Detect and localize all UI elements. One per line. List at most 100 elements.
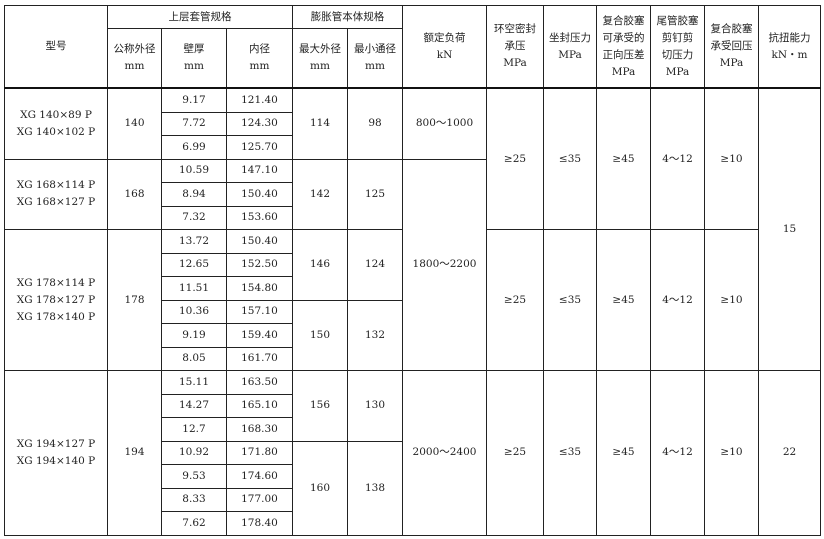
- cell-max-od: 150: [292, 299, 349, 371]
- cell-max-od: 160: [292, 440, 349, 536]
- cell-id: 163.50: [225, 370, 294, 395]
- cell-wall: 12.7: [161, 417, 227, 442]
- cell-od: 194: [107, 370, 162, 536]
- cell-forward: ≥45: [596, 370, 652, 536]
- cell-id: 150.40: [225, 229, 294, 254]
- cell-min-bore: 132: [347, 299, 404, 371]
- header-load: 额定负荷 kN: [402, 5, 488, 89]
- cell-setting: ≤35: [543, 229, 598, 371]
- cell-wall: 6.99: [161, 135, 227, 160]
- header-od: 公称外径 mm: [107, 28, 162, 89]
- cell-min-bore: 124: [347, 229, 404, 301]
- header-model: 型号: [4, 5, 108, 89]
- cell-wall: 15.11: [161, 370, 227, 395]
- cell-load: 2000～2400: [402, 370, 488, 536]
- table-row: 9.53 174.60: [5, 464, 821, 489]
- cell-shear: 4～12: [650, 87, 706, 230]
- cell-wall: 9.17: [161, 87, 227, 113]
- table-header: 型号 上层套管规格 膨胀管本体规格 额定负荷 kN 环空密封 承压 MPa 坐封…: [4, 5, 822, 89]
- header-back: 复合胶塞 承受回压 MPa: [704, 5, 760, 89]
- cell-back: ≥10: [704, 229, 760, 371]
- cell-max-od: 146: [292, 229, 349, 301]
- cell-id: 154.80: [225, 276, 294, 301]
- cell-forward: ≥45: [596, 87, 652, 230]
- cell-wall: 10.92: [161, 440, 227, 465]
- cell-wall: 9.53: [161, 464, 227, 489]
- cell-min-bore: 125: [347, 158, 404, 230]
- header-shear: 尾管胶塞 剪钉剪 切压力 MPa: [650, 5, 706, 89]
- cell-max-od: 114: [292, 87, 349, 160]
- cell-wall: 11.51: [161, 276, 227, 301]
- cell-id: 161.70: [225, 346, 294, 371]
- cell-max-od: 156: [292, 370, 349, 442]
- cell-torque: 15: [758, 87, 822, 371]
- cell-id: 159.40: [225, 323, 294, 348]
- table-body: XG 140×89 P XG 140×102 P 140 9.17 121.40 114…: [4, 87, 822, 536]
- cell-load: 800～1000: [402, 87, 488, 160]
- cell-wall: 8.94: [161, 182, 227, 207]
- table-row: 10.92 171.80 160 138: [5, 440, 821, 536]
- header-id: 内径 mm: [225, 28, 294, 89]
- cell-shear: 4～12: [650, 370, 706, 536]
- header-forward: 复合胶塞 可承受的 正向压差 MPa: [596, 5, 652, 89]
- cell-wall: 10.36: [161, 299, 227, 324]
- cell-wall: 13.72: [161, 229, 227, 254]
- cell-id: 147.10: [225, 158, 294, 183]
- cell-model: XG 194×127 P XG 194×140 P: [4, 370, 108, 536]
- cell-id: 152.50: [225, 252, 294, 277]
- cell-min-bore: 98: [347, 87, 404, 160]
- cell-min-bore: 138: [347, 440, 404, 536]
- cell-forward: ≥45: [596, 229, 652, 371]
- cell-back: ≥10: [704, 370, 760, 536]
- table-row: 7.62 178.40: [5, 511, 821, 536]
- header-min-bore: 最小通径 mm: [347, 28, 404, 89]
- cell-setting: ≤35: [543, 87, 598, 230]
- cell-model: XG 178×114 P XG 178×127 P XG 178×140 P: [4, 229, 108, 371]
- cell-wall: 8.05: [161, 346, 227, 371]
- cell-od: 140: [107, 87, 162, 160]
- table-row: 7.32 153.60: [5, 205, 821, 230]
- cell-wall: 10.59: [161, 158, 227, 183]
- cell-annular: ≥25: [486, 370, 545, 536]
- cell-shear: 4～12: [650, 229, 706, 371]
- cell-torque: 22: [758, 370, 822, 536]
- cell-wall: 8.33: [161, 487, 227, 512]
- cell-back: ≥10: [704, 87, 760, 230]
- table-row: 14.27 165.10: [5, 393, 821, 418]
- cell-load: 1800～2200: [402, 158, 488, 371]
- cell-setting: ≤35: [543, 370, 598, 536]
- cell-id: 168.30: [225, 417, 294, 442]
- cell-wall: 9.19: [161, 323, 227, 348]
- cell-od: 178: [107, 229, 162, 371]
- cell-annular: ≥25: [486, 229, 545, 371]
- header-annular: 环空密封 承压 MPa: [486, 5, 545, 89]
- cell-id: 150.40: [225, 182, 294, 207]
- table-row: 8.33 177.00: [5, 487, 821, 512]
- cell-od: 168: [107, 158, 162, 230]
- cell-id: 125.70: [225, 135, 294, 160]
- cell-id: 165.10: [225, 393, 294, 418]
- header-upper-casing: 上层套管规格: [106, 5, 294, 29]
- table-row: 10.36 157.10 150 132: [5, 299, 821, 371]
- header-setting: 坐封压力 MPa: [543, 5, 598, 89]
- cell-model: XG 168×114 P XG 168×127 P: [4, 158, 108, 230]
- cell-id: 177.00: [225, 487, 294, 512]
- header-wall: 壁厚 mm: [161, 28, 227, 89]
- cell-wall: 14.27: [161, 393, 227, 418]
- table-row: XG 140×89 P XG 140×102 P 140 9.17 121.40 114…: [4, 87, 822, 371]
- cell-annular: ≥25: [486, 87, 545, 230]
- cell-id: 171.80: [225, 440, 294, 465]
- header-expansion-body: 膨胀管本体规格: [292, 5, 404, 29]
- table-row: 11.51 154.80: [5, 276, 821, 301]
- specification-table: 型号 上层套管规格 膨胀管本体规格 额定负荷 kN 环空密封 承压 MPa 坐封…: [4, 5, 822, 536]
- cell-max-od: 142: [292, 158, 349, 230]
- cell-id: 157.10: [225, 299, 294, 324]
- table-row: 12.65 152.50: [5, 252, 821, 277]
- cell-wall: 7.32: [161, 205, 227, 230]
- table-row: XG 194×127 P XG 194×140 P 194 15.11 163.50 1…: [4, 370, 822, 536]
- header-max-od: 最大外径 mm: [292, 28, 349, 89]
- cell-id: 121.40: [225, 87, 294, 113]
- table-row: 7.72 124.30: [5, 111, 821, 136]
- header-torque: 抗扭能力 kN・m: [758, 5, 822, 89]
- cell-model: XG 140×89 P XG 140×102 P: [4, 87, 108, 160]
